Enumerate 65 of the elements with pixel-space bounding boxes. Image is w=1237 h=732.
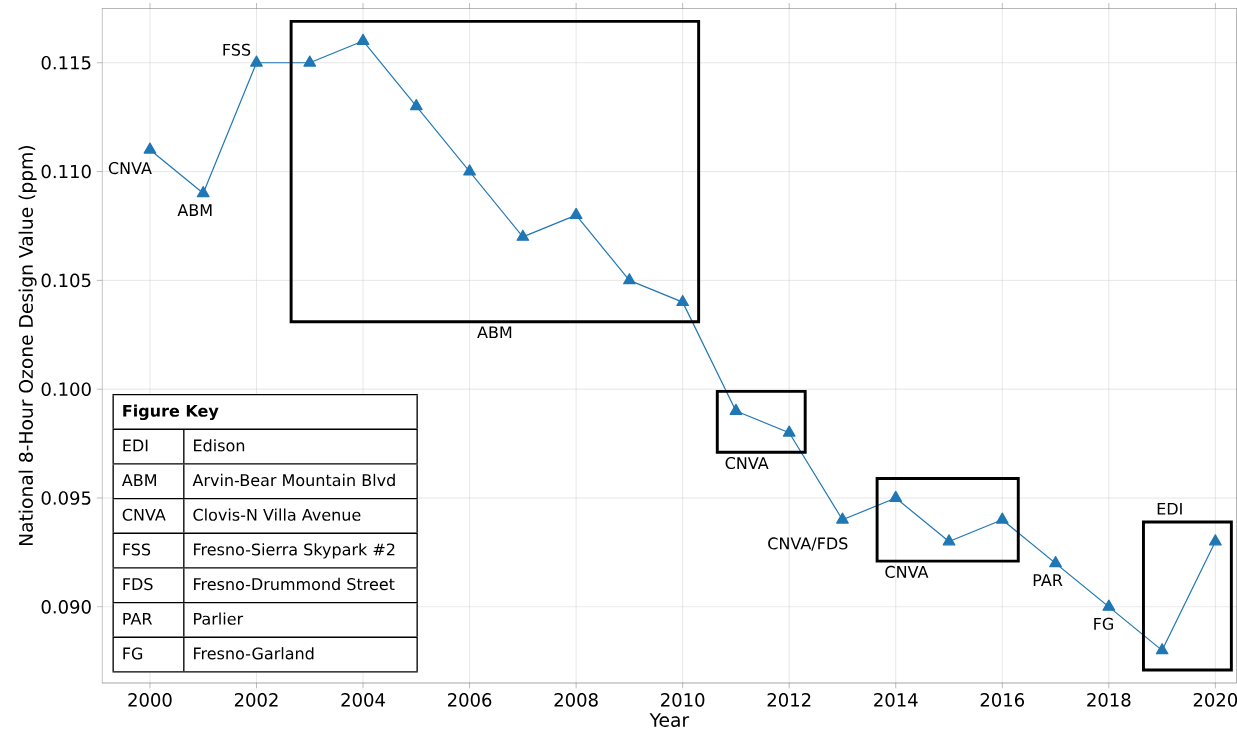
annotation: ABM — [177, 204, 212, 216]
y-tick-label: 0.090 — [41, 600, 91, 614]
x-tick-label: 2014 — [874, 693, 918, 707]
point — [196, 186, 210, 198]
y-axis-title: National 8-Hour Ozone Design Value (ppm) — [18, 146, 37, 546]
y-tick-label: 0.095 — [41, 491, 91, 505]
point — [143, 142, 157, 154]
x-tick-label: 2002 — [234, 693, 278, 707]
x-tick-label: 2008 — [554, 693, 598, 707]
point — [463, 164, 476, 176]
y-tick-label: 0.110 — [41, 164, 91, 179]
point — [250, 55, 263, 67]
annotation: CNVA — [885, 565, 929, 578]
y-tick-label: 0.100 — [41, 382, 91, 396]
point — [1102, 599, 1116, 611]
point — [1209, 534, 1222, 546]
point — [516, 229, 530, 241]
annotation: ABM — [477, 326, 512, 339]
point — [623, 273, 636, 285]
x-axis-title: Year — [649, 713, 690, 728]
annotation: EDI — [123, 439, 148, 452]
annotation: PAR — [123, 612, 153, 625]
annotation: Fresno-Sierra Skypark #2 — [194, 543, 395, 559]
annotation: Clovis-N Villa Avenue — [193, 508, 361, 521]
point — [836, 512, 849, 524]
annotation: FG — [123, 647, 143, 660]
annotation: Fresno-Garland — [194, 647, 314, 660]
annotation: FSS — [123, 543, 151, 556]
point — [1155, 643, 1169, 655]
point — [995, 512, 1009, 524]
point — [889, 490, 903, 502]
x-tick-label: 2012 — [767, 693, 811, 707]
x-tick-label: 2010 — [661, 693, 705, 707]
annotation: CNVA/FDS — [768, 537, 848, 551]
point — [409, 99, 423, 111]
x-tick-label: 2020 — [1193, 693, 1237, 707]
x-tick-label: 2016 — [980, 693, 1025, 707]
annotation: Figure Key — [123, 404, 219, 421]
point — [729, 403, 743, 415]
annotation: Parlier — [194, 612, 244, 625]
x-tick-label: 2004 — [341, 693, 385, 707]
point — [1049, 556, 1062, 568]
annotation: CNVA — [108, 162, 152, 175]
y-tick-label: 0.115 — [41, 55, 91, 70]
x-tick-label: 2018 — [1087, 693, 1131, 707]
annotation: PAR — [1033, 574, 1063, 586]
point — [676, 294, 690, 307]
annotation: Arvin-Bear Mountain Blvd — [192, 473, 395, 487]
annotation: FSS — [223, 43, 251, 56]
x-tick-label: 2000 — [128, 693, 172, 707]
y-tick-label: 0.105 — [41, 273, 91, 288]
point — [782, 425, 796, 437]
annotation: CNVA — [725, 457, 769, 470]
x-tick-label: 2006 — [447, 693, 492, 707]
point — [356, 33, 370, 45]
annotation: FG — [1094, 617, 1113, 630]
annotation: Fresno-Drummond Street — [194, 577, 395, 591]
point — [942, 534, 956, 546]
annotation: FDS — [123, 578, 153, 591]
annotation: CNVA — [122, 508, 166, 521]
annotation: Edison — [194, 439, 245, 452]
annotation: EDI — [1157, 502, 1182, 515]
annotation: ABM — [121, 474, 156, 486]
point — [569, 207, 583, 220]
point — [303, 55, 317, 67]
